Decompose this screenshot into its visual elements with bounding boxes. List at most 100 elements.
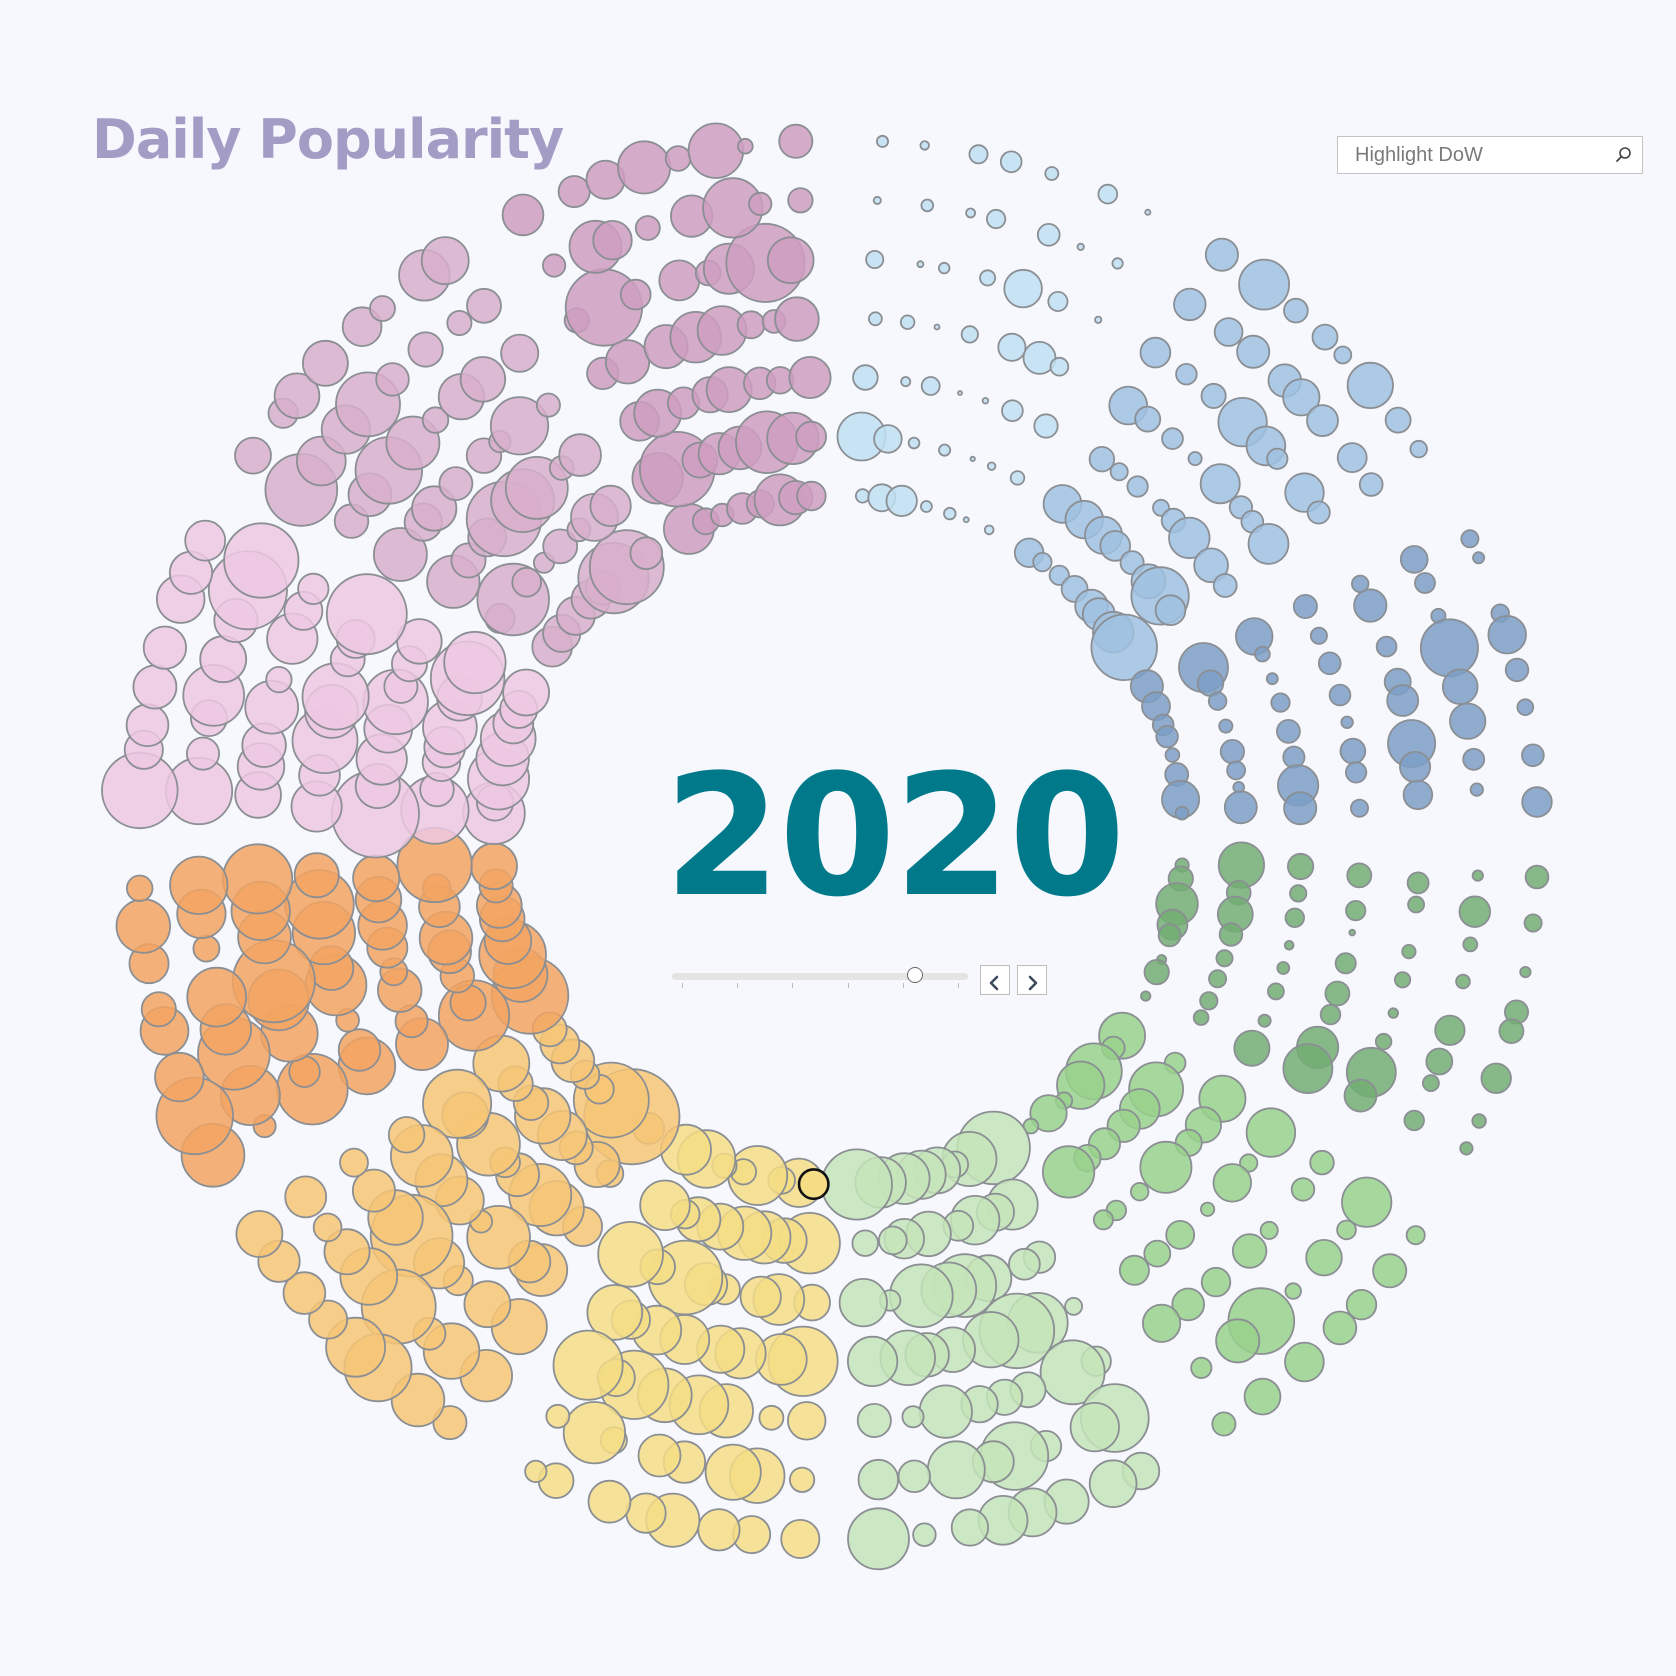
day-bubble[interactable]: [1207, 691, 1228, 711]
day-bubble[interactable]: [284, 1175, 328, 1219]
day-bubble[interactable]: [1292, 594, 1318, 620]
day-bubble[interactable]: [1266, 447, 1289, 470]
day-bubble[interactable]: [235, 1210, 284, 1258]
day-bubble[interactable]: [524, 1459, 548, 1484]
day-bubble[interactable]: [704, 1443, 762, 1501]
day-bubble[interactable]: [739, 1275, 782, 1318]
day-bubble[interactable]: [1305, 1238, 1343, 1277]
day-bubble[interactable]: [142, 625, 187, 670]
day-bubble[interactable]: [1434, 1014, 1466, 1046]
day-bubble[interactable]: [1407, 895, 1425, 914]
day-bubble[interactable]: [587, 1479, 632, 1524]
day-bubble[interactable]: [1174, 805, 1190, 821]
day-bubble[interactable]: [999, 150, 1023, 174]
day-bubble[interactable]: [1094, 315, 1103, 324]
day-bubble[interactable]: [1328, 683, 1352, 707]
day-bubble[interactable]: [736, 310, 766, 340]
day-bubble[interactable]: [787, 1401, 827, 1441]
day-bubble[interactable]: [1441, 668, 1479, 705]
day-bubble[interactable]: [1462, 747, 1486, 771]
day-bubble[interactable]: [337, 1028, 382, 1072]
day-bubble[interactable]: [459, 356, 507, 403]
day-bubble[interactable]: [604, 339, 651, 385]
day-bubble[interactable]: [788, 355, 832, 399]
day-bubble[interactable]: [535, 392, 561, 418]
day-bubble[interactable]: [1339, 737, 1367, 765]
day-bubble[interactable]: [899, 314, 916, 330]
day-bubble[interactable]: [639, 1179, 691, 1231]
day-bubble[interactable]: [501, 193, 545, 237]
day-bubble[interactable]: [885, 484, 918, 517]
day-bubble[interactable]: [511, 566, 542, 598]
day-bubble[interactable]: [372, 527, 428, 582]
day-bubble[interactable]: [443, 630, 507, 695]
day-bubble[interactable]: [234, 436, 272, 475]
day-bubble[interactable]: [957, 390, 963, 396]
day-bubble[interactable]: [1358, 472, 1384, 497]
day-bubble[interactable]: [1459, 1141, 1474, 1156]
day-bubble[interactable]: [918, 1384, 973, 1439]
day-bubble[interactable]: [1144, 208, 1152, 216]
day-bubble[interactable]: [865, 249, 885, 269]
day-bubble[interactable]: [301, 339, 349, 387]
day-bubble[interactable]: [438, 466, 474, 502]
day-bubble[interactable]: [1284, 1282, 1302, 1300]
day-bubble[interactable]: [1462, 936, 1479, 953]
day-bubble[interactable]: [872, 195, 882, 205]
day-bubble[interactable]: [962, 516, 970, 524]
day-bubble[interactable]: [140, 991, 177, 1028]
day-bubble[interactable]: [1472, 551, 1486, 565]
day-bubble[interactable]: [115, 898, 171, 954]
day-bubble[interactable]: [1143, 958, 1170, 986]
day-bubble[interactable]: [1387, 1007, 1400, 1019]
day-bubble[interactable]: [1254, 645, 1271, 663]
day-bubble[interactable]: [960, 325, 979, 344]
day-bubble[interactable]: [787, 187, 814, 214]
day-bubble[interactable]: [184, 519, 227, 562]
day-bubble[interactable]: [1419, 618, 1479, 678]
day-bubble[interactable]: [1319, 1003, 1342, 1026]
day-bubble[interactable]: [323, 1228, 371, 1276]
day-bubble[interactable]: [545, 1403, 571, 1429]
day-bubble[interactable]: [838, 1278, 888, 1328]
day-bubble[interactable]: [222, 843, 294, 915]
day-bubble[interactable]: [1282, 1043, 1334, 1094]
day-bubble[interactable]: [1403, 1109, 1425, 1132]
day-bubble[interactable]: [658, 259, 701, 302]
day-bubble[interactable]: [1282, 378, 1321, 417]
day-bubble[interactable]: [1284, 907, 1306, 929]
day-bubble[interactable]: [920, 376, 941, 396]
day-bubble[interactable]: [619, 278, 652, 311]
day-bubble[interactable]: [933, 323, 941, 331]
day-bubble[interactable]: [1236, 334, 1271, 369]
day-bubble[interactable]: [132, 664, 178, 710]
day-bubble[interactable]: [1343, 1078, 1378, 1113]
day-bubble[interactable]: [1458, 895, 1492, 928]
day-bubble[interactable]: [854, 488, 871, 504]
day-bubble[interactable]: [1200, 382, 1227, 409]
day-bubble[interactable]: [926, 1440, 986, 1500]
day-bubble[interactable]: [1204, 237, 1239, 272]
day-bubble[interactable]: [1480, 1062, 1512, 1095]
day-bubble[interactable]: [1259, 1220, 1279, 1240]
day-bubble[interactable]: [387, 1116, 426, 1154]
next-year-button[interactable]: [1017, 965, 1047, 995]
day-bubble[interactable]: [1213, 317, 1244, 347]
day-bubble[interactable]: [192, 934, 221, 963]
day-bubble[interactable]: [1033, 413, 1059, 439]
day-bubble[interactable]: [1218, 922, 1244, 947]
day-bubble[interactable]: [558, 433, 602, 477]
day-bubble[interactable]: [1111, 257, 1124, 270]
day-bubble[interactable]: [1284, 1341, 1325, 1383]
day-bubble[interactable]: [938, 261, 951, 275]
day-bubble[interactable]: [1422, 1074, 1440, 1092]
day-bubble[interactable]: [1161, 427, 1184, 450]
day-bubble[interactable]: [1036, 223, 1061, 247]
day-bubble[interactable]: [774, 296, 820, 342]
day-bubble[interactable]: [1129, 1181, 1150, 1202]
day-bubble[interactable]: [1345, 1288, 1378, 1321]
day-bubble[interactable]: [375, 362, 410, 397]
day-bubble[interactable]: [1199, 991, 1219, 1011]
day-bubble[interactable]: [1471, 869, 1484, 882]
day-bubble[interactable]: [293, 852, 340, 899]
